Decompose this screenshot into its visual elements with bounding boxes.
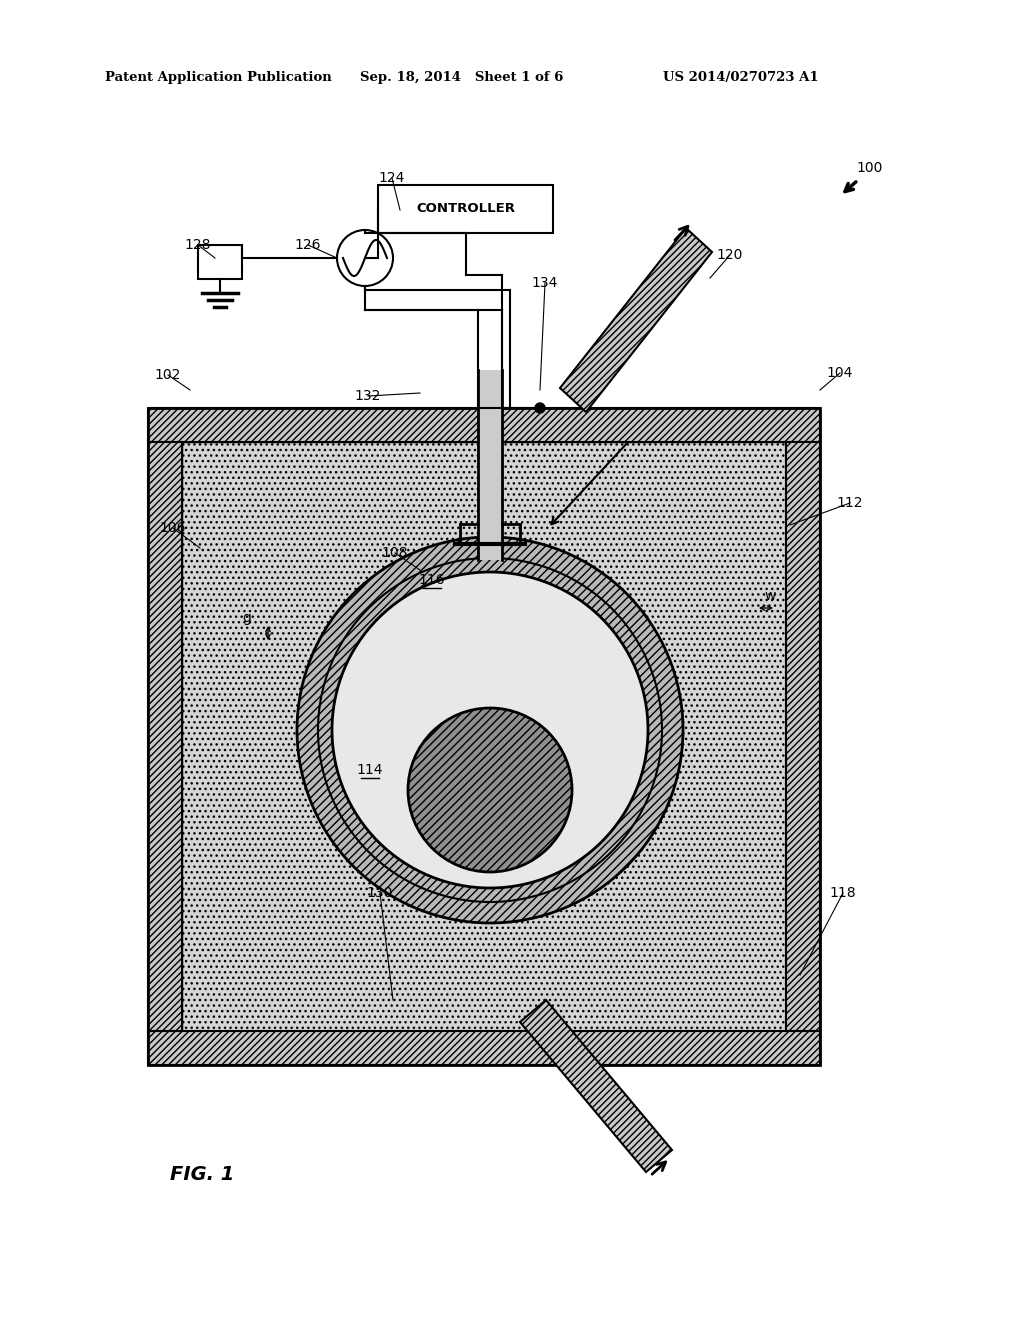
Text: 108: 108 bbox=[382, 546, 409, 560]
Text: US 2014/0270723 A1: US 2014/0270723 A1 bbox=[663, 71, 818, 84]
Text: 102: 102 bbox=[155, 368, 181, 381]
Text: Sep. 18, 2014   Sheet 1 of 6: Sep. 18, 2014 Sheet 1 of 6 bbox=[360, 71, 563, 84]
Ellipse shape bbox=[408, 708, 572, 873]
Text: 112: 112 bbox=[837, 496, 863, 510]
Text: 130: 130 bbox=[367, 886, 393, 900]
Bar bbox=[478, 370, 502, 560]
Text: 132: 132 bbox=[354, 389, 381, 403]
Bar bbox=[148, 408, 820, 1065]
Text: 120: 120 bbox=[717, 248, 743, 261]
Text: CONTROLLER: CONTROLLER bbox=[416, 202, 515, 215]
Text: 124: 124 bbox=[379, 172, 406, 185]
Bar bbox=[198, 246, 242, 279]
Text: w: w bbox=[764, 589, 776, 603]
Text: 118: 118 bbox=[829, 886, 856, 900]
Circle shape bbox=[535, 403, 545, 413]
Text: 128: 128 bbox=[184, 238, 211, 252]
Text: 106: 106 bbox=[160, 521, 186, 535]
Bar bbox=[148, 1031, 820, 1065]
Text: 116: 116 bbox=[419, 573, 445, 587]
Text: 114: 114 bbox=[356, 763, 383, 777]
Polygon shape bbox=[520, 1001, 672, 1172]
Bar bbox=[786, 442, 820, 1031]
Ellipse shape bbox=[332, 572, 648, 888]
Ellipse shape bbox=[297, 537, 683, 923]
Bar bbox=[148, 408, 820, 442]
Text: FIG. 1: FIG. 1 bbox=[170, 1166, 234, 1184]
Bar bbox=[148, 442, 182, 1031]
Text: 126: 126 bbox=[295, 238, 322, 252]
Text: Patent Application Publication: Patent Application Publication bbox=[105, 71, 332, 84]
Bar bbox=[378, 185, 553, 234]
Circle shape bbox=[337, 230, 393, 286]
Bar bbox=[182, 442, 786, 1031]
Polygon shape bbox=[560, 228, 712, 412]
Text: 134: 134 bbox=[531, 276, 558, 290]
Text: 100: 100 bbox=[857, 161, 883, 176]
Text: 104: 104 bbox=[826, 366, 853, 380]
Text: g: g bbox=[243, 611, 252, 624]
